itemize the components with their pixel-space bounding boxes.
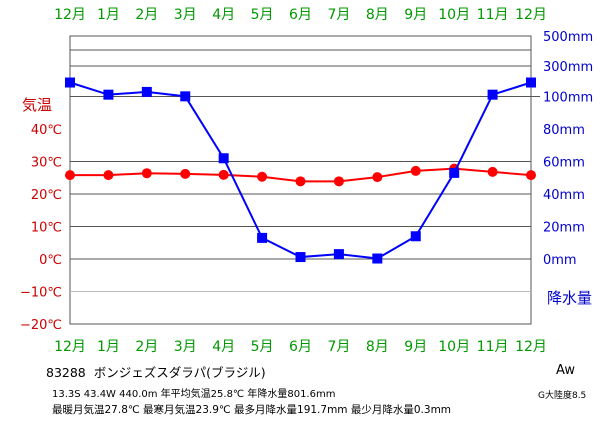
month-label-top: 11月 bbox=[477, 7, 509, 23]
precipitation-tick-label: 20mm bbox=[543, 221, 585, 236]
station-name: ボンジェズスダラパ(ブラジル) bbox=[93, 365, 266, 380]
precipitation-point bbox=[103, 89, 114, 100]
precipitation-point bbox=[526, 77, 536, 88]
temperature-point bbox=[372, 172, 383, 183]
temperature-tick-label: 20℃ bbox=[31, 188, 62, 203]
month-label-bottom: 12月 bbox=[515, 339, 547, 355]
precipitation-point bbox=[295, 252, 306, 263]
month-label-top: 3月 bbox=[174, 7, 197, 23]
month-label-top: 1月 bbox=[97, 7, 120, 23]
precipitation-point bbox=[65, 77, 75, 88]
precipitation-tick-label: 80mm bbox=[543, 123, 585, 138]
top-month-labels: 12月 1月 2月 3月 4月 5月 6月 7月 8月 9月 10月 11月 12月 bbox=[54, 7, 547, 23]
precipitation-point bbox=[449, 167, 460, 178]
temperature-point bbox=[65, 170, 75, 181]
temperature-tick-label: −10℃ bbox=[20, 286, 62, 301]
precipitation-point bbox=[333, 249, 344, 260]
climate-code: Aw bbox=[556, 363, 575, 378]
month-label-top: 4月 bbox=[212, 7, 235, 23]
station-info-line2: 最暖月気温27.8℃ 最寒月気温23.9℃ 最多月降水量191.7mm 最少月降… bbox=[52, 404, 452, 416]
station-info-line1: 13.3S 43.4W 440.0m 年平均気温25.8℃ 年降水量801.6m… bbox=[52, 389, 336, 400]
station-header: 83288 ボンジェズスダラパ(ブラジル) bbox=[46, 362, 266, 381]
temperature-point bbox=[410, 165, 421, 176]
temperature-tick-label: −20℃ bbox=[20, 318, 62, 333]
temperature-axis-label: 気温 bbox=[22, 96, 52, 114]
precipitation-point bbox=[257, 232, 268, 243]
precipitation-point bbox=[180, 91, 191, 102]
temperature-tick-labels: 40℃ 30℃ 20℃ 10℃ 0℃ −10℃ −20℃ bbox=[20, 123, 62, 333]
temperature-tick-label: 0℃ bbox=[39, 253, 62, 268]
precipitation-point bbox=[218, 153, 229, 164]
temperature-tick-label: 30℃ bbox=[31, 156, 62, 171]
month-label-bottom: 5月 bbox=[251, 339, 274, 355]
month-label-bottom: 6月 bbox=[289, 339, 312, 355]
temperature-point bbox=[487, 166, 498, 177]
precipitation-line bbox=[69, 81, 532, 260]
temperature-point bbox=[333, 176, 344, 187]
temperature-point bbox=[103, 170, 114, 181]
temperature-tick-label: 40℃ bbox=[31, 123, 62, 138]
precipitation-axis-label: 降水量 bbox=[547, 289, 592, 307]
month-label-top: 5月 bbox=[251, 7, 274, 23]
precipitation-point bbox=[487, 89, 498, 100]
month-label-bottom: 1月 bbox=[97, 339, 120, 355]
precipitation-tick-labels: 500mm 300mm 100mm 80mm 60mm 40mm 20mm 0mm bbox=[543, 30, 593, 268]
month-label-top: 9月 bbox=[404, 7, 427, 23]
month-label-bottom: 9月 bbox=[404, 339, 427, 355]
temperature-series bbox=[65, 163, 536, 187]
month-label-top: 12月 bbox=[515, 7, 547, 23]
month-label-top: 10月 bbox=[438, 7, 470, 23]
temperature-point bbox=[141, 168, 152, 179]
month-label-top: 8月 bbox=[366, 7, 389, 23]
month-label-top: 7月 bbox=[327, 7, 350, 23]
precipitation-point bbox=[141, 86, 152, 97]
precipitation-tick-label: 300mm bbox=[543, 60, 593, 75]
grid-lines bbox=[69, 35, 540, 325]
month-label-bottom: 3月 bbox=[174, 339, 197, 355]
month-label-bottom: 7月 bbox=[327, 339, 350, 355]
month-label-bottom: 12月 bbox=[54, 339, 86, 355]
precipitation-tick-label: 40mm bbox=[543, 188, 585, 203]
month-label-bottom: 11月 bbox=[477, 339, 509, 355]
precipitation-tick-label: 0mm bbox=[543, 253, 577, 268]
temperature-point bbox=[295, 176, 306, 187]
precipitation-point bbox=[372, 253, 383, 264]
month-label-top: 2月 bbox=[135, 7, 158, 23]
month-label-top: 12月 bbox=[54, 7, 86, 23]
month-label-top: 6月 bbox=[289, 7, 312, 23]
month-label-bottom: 10月 bbox=[438, 339, 470, 355]
precipitation-tick-label: 500mm bbox=[543, 30, 593, 45]
precipitation-tick-label: 60mm bbox=[543, 156, 585, 171]
bottom-month-labels: 12月 1月 2月 3月 4月 5月 6月 7月 8月 9月 10月 11月 12月 bbox=[54, 339, 547, 355]
temperature-point bbox=[218, 169, 229, 180]
temperature-point bbox=[526, 170, 536, 181]
month-label-bottom: 8月 bbox=[366, 339, 389, 355]
precipitation-tick-label: 100mm bbox=[543, 91, 593, 106]
continentality: G大陸度8.5 bbox=[538, 391, 587, 401]
month-label-bottom: 2月 bbox=[135, 339, 158, 355]
month-label-bottom: 4月 bbox=[212, 339, 235, 355]
temperature-tick-label: 10℃ bbox=[31, 221, 62, 236]
station-id: 83288 bbox=[46, 365, 86, 380]
precipitation-series bbox=[65, 77, 536, 264]
temperature-point bbox=[180, 168, 191, 179]
temperature-point bbox=[257, 171, 268, 182]
precipitation-point bbox=[410, 231, 421, 242]
